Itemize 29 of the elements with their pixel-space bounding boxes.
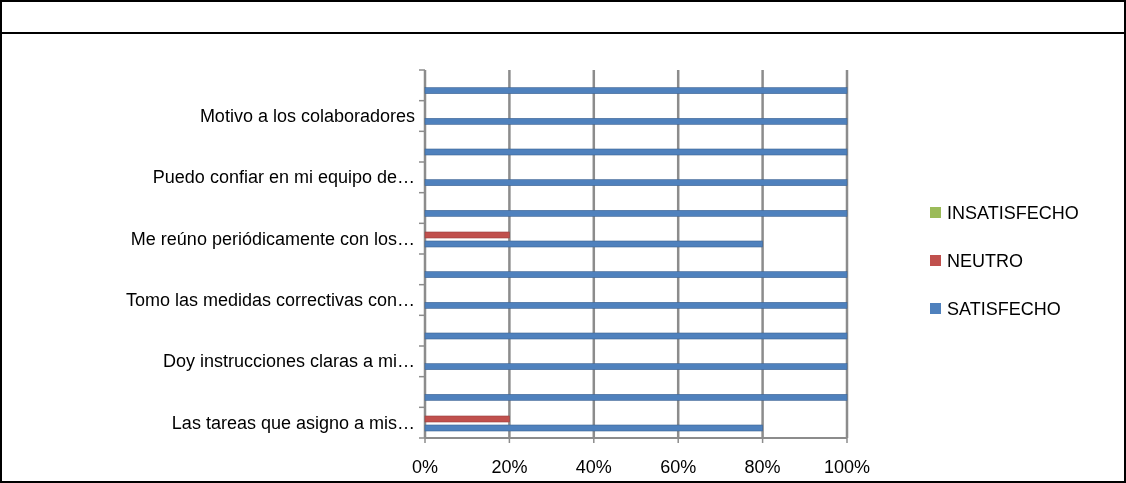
x-tick-label: 0% xyxy=(411,457,439,477)
legend-label: INSATISFECHO xyxy=(947,203,1079,223)
x-tick-label: 20% xyxy=(491,457,528,477)
legend-label: SATISFECHO xyxy=(947,299,1061,319)
y-tick-label: Doy instrucciones claras a mi… xyxy=(162,351,415,372)
x-tick-label: 60% xyxy=(660,457,697,477)
bar xyxy=(424,363,848,370)
x-tick-label: 40% xyxy=(575,457,612,477)
bar xyxy=(424,210,848,217)
bar xyxy=(424,332,848,340)
y-tick-label: Las tareas que asigno a mis… xyxy=(171,412,415,433)
bar xyxy=(424,118,848,125)
bar xyxy=(424,148,848,156)
bar xyxy=(424,240,763,248)
y-tick-label: Me reúno periódicamente con los… xyxy=(130,228,415,249)
x-tick-label: 100% xyxy=(823,457,871,477)
y-tick-label: Puedo confiar en mi equipo de… xyxy=(152,167,415,188)
bar xyxy=(424,424,763,432)
bar xyxy=(424,231,510,239)
bar xyxy=(424,394,848,401)
y-tick-label: Motivo a los colaboradores xyxy=(199,106,415,126)
bar xyxy=(424,271,848,278)
bar xyxy=(424,179,848,186)
bar xyxy=(424,87,848,94)
bar xyxy=(424,302,848,309)
y-tick-label: Tomo las medidas correctivas con… xyxy=(125,290,415,310)
legend-label: NEUTRO xyxy=(947,251,1023,271)
x-tick-label: 80% xyxy=(744,457,781,477)
bar xyxy=(424,415,510,423)
